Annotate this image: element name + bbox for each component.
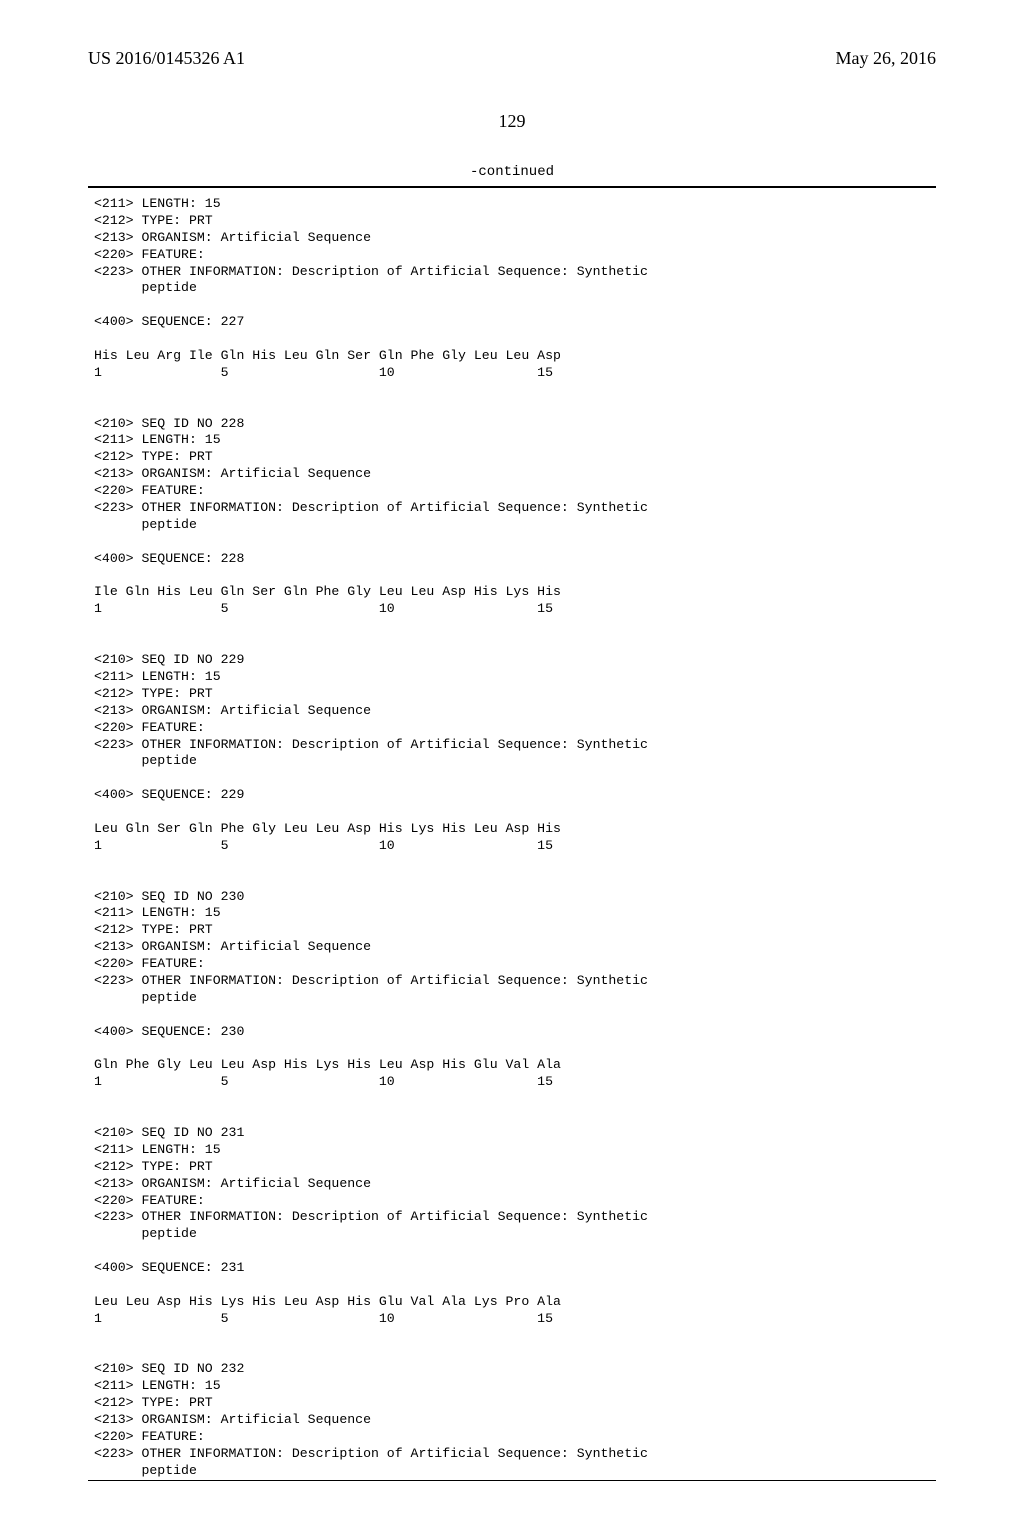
publication-number: US 2016/0145326 A1 <box>88 48 245 69</box>
continued-label: -continued <box>88 164 936 180</box>
publication-date: May 26, 2016 <box>836 48 937 69</box>
page: US 2016/0145326 A1 May 26, 2016 129 -con… <box>0 0 1024 1521</box>
rule-top <box>88 186 936 188</box>
running-header: US 2016/0145326 A1 May 26, 2016 <box>88 48 936 69</box>
sequence-listing: <211> LENGTH: 15 <212> TYPE: PRT <213> O… <box>88 196 936 1480</box>
page-number: 129 <box>88 111 936 132</box>
rule-bottom <box>88 1480 936 1481</box>
